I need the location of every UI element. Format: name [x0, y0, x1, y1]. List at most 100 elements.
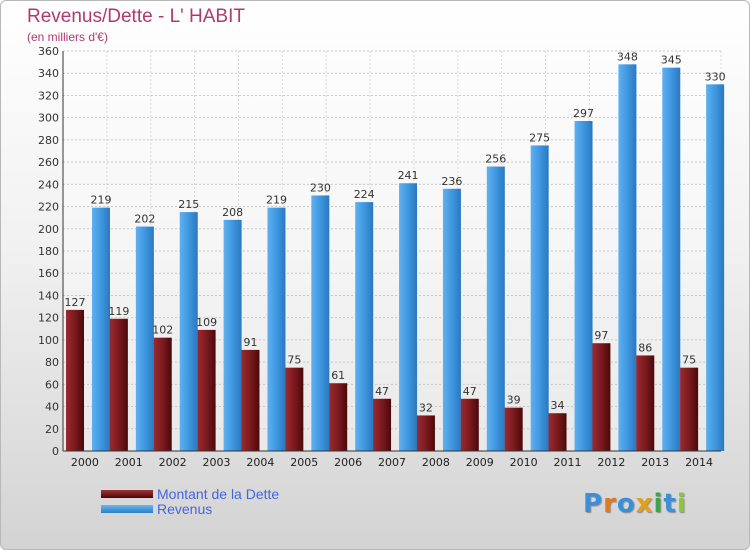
x-tick-label: 2004 [246, 456, 274, 469]
bar-revenue [135, 226, 154, 451]
y-tick-label: 140 [38, 289, 59, 302]
chart-title: Revenus/Dette - L' HABIT [27, 6, 245, 27]
data-label-revenue: 330 [705, 70, 726, 83]
y-tick-label: 40 [45, 401, 59, 414]
data-label-revenue: 202 [134, 213, 155, 226]
data-label-revenue: 219 [91, 194, 112, 207]
bar-debt [460, 398, 479, 451]
data-label-debt: 119 [108, 305, 129, 318]
proxiti-logo: Proxiti [583, 489, 687, 519]
data-label-debt: 75 [287, 354, 301, 367]
data-label-revenue: 345 [661, 54, 682, 67]
data-label-debt: 39 [507, 394, 521, 407]
bar-debt [636, 355, 655, 451]
bar-debt [241, 349, 260, 451]
legend-swatch-debt [101, 490, 153, 498]
bar-revenue [574, 121, 593, 451]
x-tick-label: 2010 [510, 456, 538, 469]
bar-revenue [442, 188, 461, 451]
bar-debt [329, 383, 348, 451]
y-tick-label: 80 [45, 356, 59, 369]
logo-letter: t [663, 489, 677, 519]
y-tick-label: 220 [38, 201, 59, 214]
y-tick-label: 0 [52, 445, 59, 458]
data-label-debt: 97 [594, 329, 608, 342]
x-tick-label: 2009 [466, 456, 494, 469]
y-tick-label: 60 [45, 378, 59, 391]
logo-letter: i [676, 489, 687, 519]
logo-letter: P [583, 489, 604, 519]
data-label-debt: 47 [375, 385, 389, 398]
legend-swatch-revenue [101, 505, 153, 513]
data-label-debt: 32 [419, 401, 433, 414]
x-tick-label: 2005 [290, 456, 318, 469]
y-tick-label: 260 [38, 156, 59, 169]
y-tick-label: 200 [38, 223, 59, 236]
bar-debt [153, 337, 172, 451]
logo-letter: x [635, 489, 654, 519]
data-label-revenue: 208 [222, 206, 243, 219]
x-tick-label: 2001 [115, 456, 143, 469]
data-label-revenue: 297 [573, 107, 594, 120]
bar-revenue [92, 207, 110, 451]
bar-debt [504, 407, 523, 451]
bar-debt [416, 415, 435, 451]
data-label-debt: 47 [463, 385, 477, 398]
bar-debt [548, 413, 567, 451]
bar-revenue [355, 202, 374, 451]
data-label-revenue: 236 [441, 175, 462, 188]
bar-debt [592, 343, 611, 451]
data-label-debt: 91 [243, 336, 257, 349]
y-tick-label: 180 [38, 245, 59, 258]
logo-letter: i [653, 489, 664, 519]
data-label-revenue: 224 [354, 188, 375, 201]
legend-label-revenue: Revenus [157, 501, 213, 517]
y-tick-label: 360 [38, 45, 59, 58]
y-tick-label: 20 [45, 423, 59, 436]
bar-debt [373, 398, 392, 451]
x-tick-label: 2014 [685, 456, 713, 469]
bar-revenue [618, 64, 637, 452]
data-label-debt: 86 [638, 341, 652, 354]
bar-revenue [223, 219, 242, 451]
x-tick-label: 2012 [597, 456, 625, 469]
legend-label-debt: Montant de la Dette [157, 486, 280, 502]
data-label-revenue: 215 [178, 198, 199, 211]
bar-debt [109, 318, 128, 451]
y-tick-label: 240 [38, 178, 59, 191]
data-label-revenue: 241 [398, 169, 419, 182]
x-tick-label: 2011 [553, 456, 581, 469]
data-label-debt: 61 [331, 369, 345, 382]
data-label-revenue: 348 [617, 50, 638, 63]
y-tick-label: 160 [38, 267, 59, 280]
bar-revenue [530, 145, 549, 451]
x-tick-label: 2007 [378, 456, 406, 469]
y-tick-label: 100 [38, 334, 59, 347]
logo-letter: r [603, 489, 617, 519]
data-label-debt: 34 [551, 399, 565, 412]
chart-subtitle: (en milliers d'€) [27, 30, 108, 44]
logo-letter: o [616, 489, 636, 519]
y-tick-label: 340 [38, 67, 59, 80]
x-tick-label: 2013 [641, 456, 669, 469]
data-label-debt: 75 [682, 354, 696, 367]
bar-revenue [311, 195, 330, 451]
bar-debt [197, 329, 216, 451]
bar-debt [285, 367, 304, 451]
y-tick-label: 300 [38, 112, 59, 125]
bar-debt [66, 309, 84, 451]
data-label-debt: 109 [196, 316, 217, 329]
bar-revenue [399, 183, 418, 451]
bar-debt [680, 367, 699, 451]
data-label-revenue: 275 [529, 131, 550, 144]
y-tick-label: 320 [38, 89, 59, 102]
x-tick-label: 2008 [422, 456, 450, 469]
data-label-revenue: 256 [485, 153, 506, 166]
y-tick-label: 120 [38, 312, 59, 325]
x-tick-label: 2003 [203, 456, 231, 469]
data-label-revenue: 219 [266, 194, 287, 207]
x-tick-label: 2000 [71, 456, 99, 469]
data-label-revenue: 230 [310, 181, 331, 194]
